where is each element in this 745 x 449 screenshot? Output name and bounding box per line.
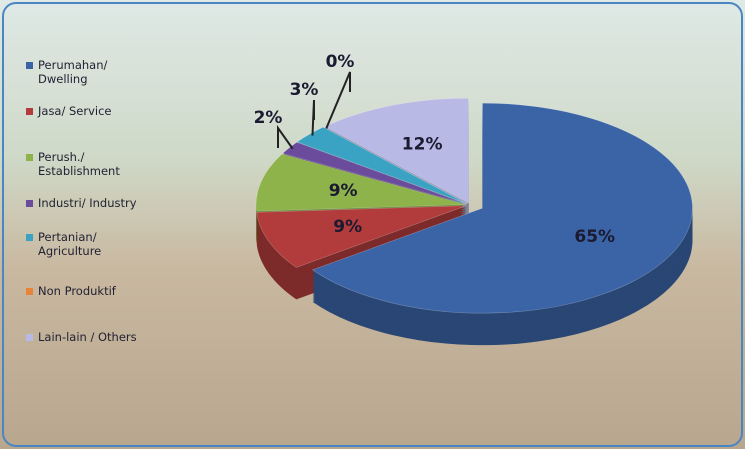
data-label: 65% bbox=[574, 227, 615, 247]
slice bbox=[256, 205, 467, 268]
legend-label: Jasa/ Service bbox=[38, 104, 112, 118]
legend-label: Perumahan/ Dwelling bbox=[38, 58, 108, 86]
data-label: 0% bbox=[326, 52, 355, 72]
slice bbox=[281, 141, 467, 205]
legend-label: Non Produktif bbox=[38, 284, 116, 298]
legend-label: Industri/ Industry bbox=[38, 196, 137, 210]
leader-line bbox=[311, 99, 315, 136]
legend-item: Industri/ Industry bbox=[26, 196, 176, 210]
legend-item: Non Produktif bbox=[26, 284, 176, 298]
legend-swatch bbox=[26, 234, 33, 241]
legend-swatch bbox=[26, 108, 33, 115]
legend-swatch bbox=[26, 334, 33, 341]
leader-line bbox=[325, 71, 351, 129]
legend-item: Perumahan/ Dwelling bbox=[26, 58, 176, 86]
data-label: 12% bbox=[402, 135, 443, 155]
legend-label: Lain-lain / Others bbox=[38, 330, 137, 344]
legend-label: Pertanian/ Agriculture bbox=[38, 230, 102, 258]
legend-item: Pertanian/ Agriculture bbox=[26, 230, 176, 258]
legend-swatch bbox=[26, 200, 33, 207]
slice bbox=[296, 126, 468, 204]
legend-swatch bbox=[26, 62, 33, 69]
legend-swatch bbox=[26, 154, 33, 161]
legend-swatch bbox=[26, 288, 33, 295]
data-label: 9% bbox=[329, 181, 358, 201]
slice bbox=[311, 102, 693, 314]
legend-item: Jasa/ Service bbox=[26, 104, 176, 118]
leader-line bbox=[277, 124, 294, 150]
slice bbox=[255, 153, 467, 212]
data-label: 2% bbox=[254, 108, 283, 128]
legend-item: Perush./ Establishment bbox=[26, 150, 176, 178]
data-label: 9% bbox=[333, 217, 362, 237]
legend-label: Perush./ Establishment bbox=[38, 150, 120, 178]
slice bbox=[324, 97, 469, 204]
data-label: 3% bbox=[290, 80, 319, 100]
legend-item: Lain-lain / Others bbox=[26, 330, 176, 344]
